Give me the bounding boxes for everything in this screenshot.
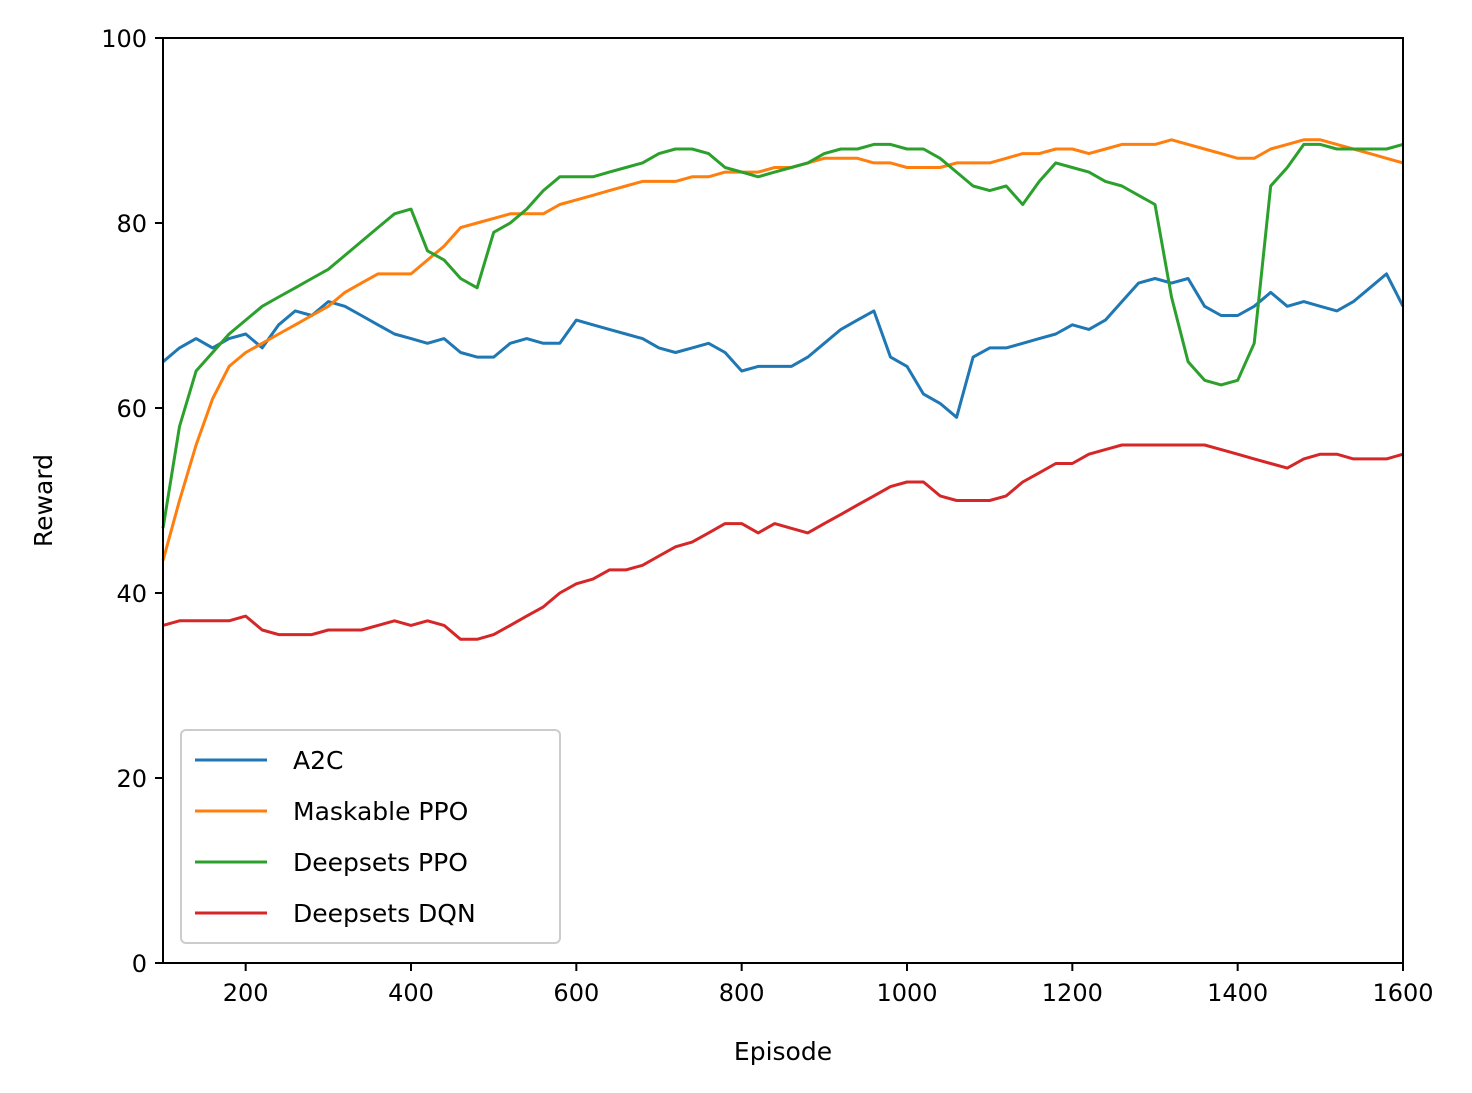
x-tick-label: 1400 [1207, 979, 1268, 1007]
legend-box [180, 729, 561, 944]
x-tick-label: 400 [388, 979, 434, 1007]
y-tick-label: 40 [116, 580, 147, 608]
y-axis: 0 20 40 60 80 100 [101, 25, 163, 978]
plot-frame [162, 37, 1404, 964]
series-line-3 [162, 443, 1404, 641]
x-tick-label: 600 [553, 979, 599, 1007]
legend-label: Deepsets DQN [293, 899, 476, 928]
plot-area [161, 138, 1405, 641]
x-tick-label: 1600 [1372, 979, 1433, 1007]
x-tick-label: 1000 [876, 979, 937, 1007]
legend-label: A2C [293, 746, 343, 775]
x-axis: 200 400 600 800 1000 1200 1400 1600 [223, 963, 1434, 1007]
series-line-0 [162, 272, 1405, 419]
y-tick-label: 20 [116, 765, 147, 793]
y-axis-label: Reward [29, 454, 58, 547]
x-tick-label: 1200 [1042, 979, 1103, 1007]
y-tick-label: 100 [101, 25, 147, 53]
x-tick-label: 200 [223, 979, 269, 1007]
x-axis-label: Episode [734, 1037, 832, 1066]
y-tick-label: 0 [132, 950, 147, 978]
y-tick-label: 80 [116, 210, 147, 238]
series-line-1 [161, 138, 1404, 561]
series-line-2 [161, 142, 1404, 529]
legend-label: Deepsets PPO [293, 848, 468, 877]
y-tick-label: 60 [116, 395, 147, 423]
legend-label: Maskable PPO [293, 797, 468, 826]
legend: A2C Maskable PPO Deepsets PPO Deepsets DQN [180, 729, 561, 944]
x-tick-label: 800 [719, 979, 765, 1007]
